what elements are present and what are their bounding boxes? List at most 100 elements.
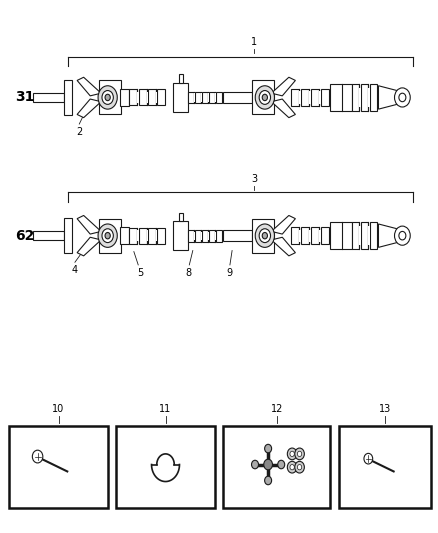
Bar — [330, 84, 352, 111]
Bar — [130, 228, 138, 244]
Circle shape — [297, 451, 302, 457]
Bar — [311, 88, 319, 106]
Text: 1: 1 — [251, 37, 257, 47]
Polygon shape — [272, 237, 295, 256]
Bar — [202, 92, 208, 103]
Bar — [120, 89, 130, 106]
Circle shape — [251, 461, 258, 469]
Bar — [216, 92, 223, 103]
Circle shape — [399, 231, 406, 240]
Text: 4: 4 — [72, 265, 78, 276]
Circle shape — [290, 465, 294, 470]
Circle shape — [287, 448, 297, 460]
Bar — [202, 230, 208, 241]
Bar — [359, 88, 360, 107]
Text: 3: 3 — [251, 174, 257, 183]
Bar — [201, 231, 202, 240]
Circle shape — [264, 459, 272, 470]
Bar — [99, 219, 121, 253]
Polygon shape — [77, 77, 101, 96]
Bar — [64, 80, 72, 115]
Bar — [157, 90, 165, 106]
Circle shape — [287, 462, 297, 473]
Circle shape — [105, 94, 110, 101]
Bar — [147, 230, 148, 241]
Bar — [208, 93, 209, 102]
Circle shape — [255, 86, 275, 109]
Bar — [216, 230, 223, 241]
Bar — [188, 230, 194, 241]
Bar — [173, 83, 188, 112]
Bar — [201, 93, 202, 102]
Bar — [359, 227, 360, 245]
Circle shape — [278, 461, 285, 469]
Bar — [215, 93, 216, 102]
Circle shape — [265, 476, 272, 484]
Bar — [309, 91, 311, 103]
Bar — [368, 88, 370, 107]
Text: 12: 12 — [271, 405, 283, 414]
Bar — [173, 221, 188, 251]
Bar — [117, 426, 215, 508]
Bar — [188, 92, 194, 103]
Bar — [138, 230, 139, 241]
Bar — [252, 80, 274, 115]
Bar — [223, 92, 252, 103]
Circle shape — [98, 86, 117, 109]
Bar — [209, 230, 215, 241]
Bar — [10, 426, 108, 508]
Bar — [194, 231, 195, 240]
Bar — [291, 227, 300, 245]
Circle shape — [259, 91, 271, 104]
Bar — [195, 230, 201, 241]
Bar — [352, 222, 359, 249]
Bar — [311, 227, 319, 245]
Polygon shape — [378, 86, 398, 109]
Circle shape — [290, 451, 294, 457]
Bar — [179, 213, 183, 221]
Bar — [33, 231, 64, 240]
Bar — [208, 231, 209, 240]
Bar — [223, 426, 330, 508]
Bar — [139, 228, 147, 244]
Bar — [321, 88, 329, 106]
Bar — [99, 80, 121, 115]
Bar — [64, 219, 72, 253]
Polygon shape — [77, 237, 101, 256]
Bar — [339, 426, 431, 508]
Bar — [156, 92, 157, 103]
Bar — [300, 91, 301, 103]
Bar — [309, 230, 311, 242]
Circle shape — [262, 94, 268, 101]
Text: 13: 13 — [379, 405, 391, 414]
Circle shape — [395, 88, 410, 107]
Bar — [120, 227, 130, 244]
Circle shape — [295, 462, 304, 473]
Bar — [301, 88, 309, 106]
Bar — [319, 91, 321, 103]
Bar — [33, 93, 64, 102]
Circle shape — [105, 232, 110, 239]
Bar — [352, 84, 359, 111]
Bar — [179, 74, 183, 83]
Polygon shape — [77, 99, 101, 118]
Circle shape — [32, 450, 43, 463]
Bar — [139, 90, 147, 106]
Text: 5: 5 — [137, 268, 144, 278]
Circle shape — [102, 229, 113, 243]
Circle shape — [102, 91, 113, 104]
Text: 9: 9 — [227, 268, 233, 278]
Polygon shape — [378, 224, 398, 247]
Bar — [223, 230, 252, 241]
Bar — [368, 227, 370, 245]
Text: 11: 11 — [159, 405, 172, 414]
Bar — [138, 92, 139, 103]
Bar — [330, 222, 352, 249]
Bar — [360, 222, 368, 249]
Bar — [148, 228, 156, 244]
Bar — [360, 84, 368, 111]
Bar — [370, 84, 377, 111]
Circle shape — [399, 93, 406, 102]
Circle shape — [265, 445, 272, 453]
Circle shape — [262, 232, 268, 239]
